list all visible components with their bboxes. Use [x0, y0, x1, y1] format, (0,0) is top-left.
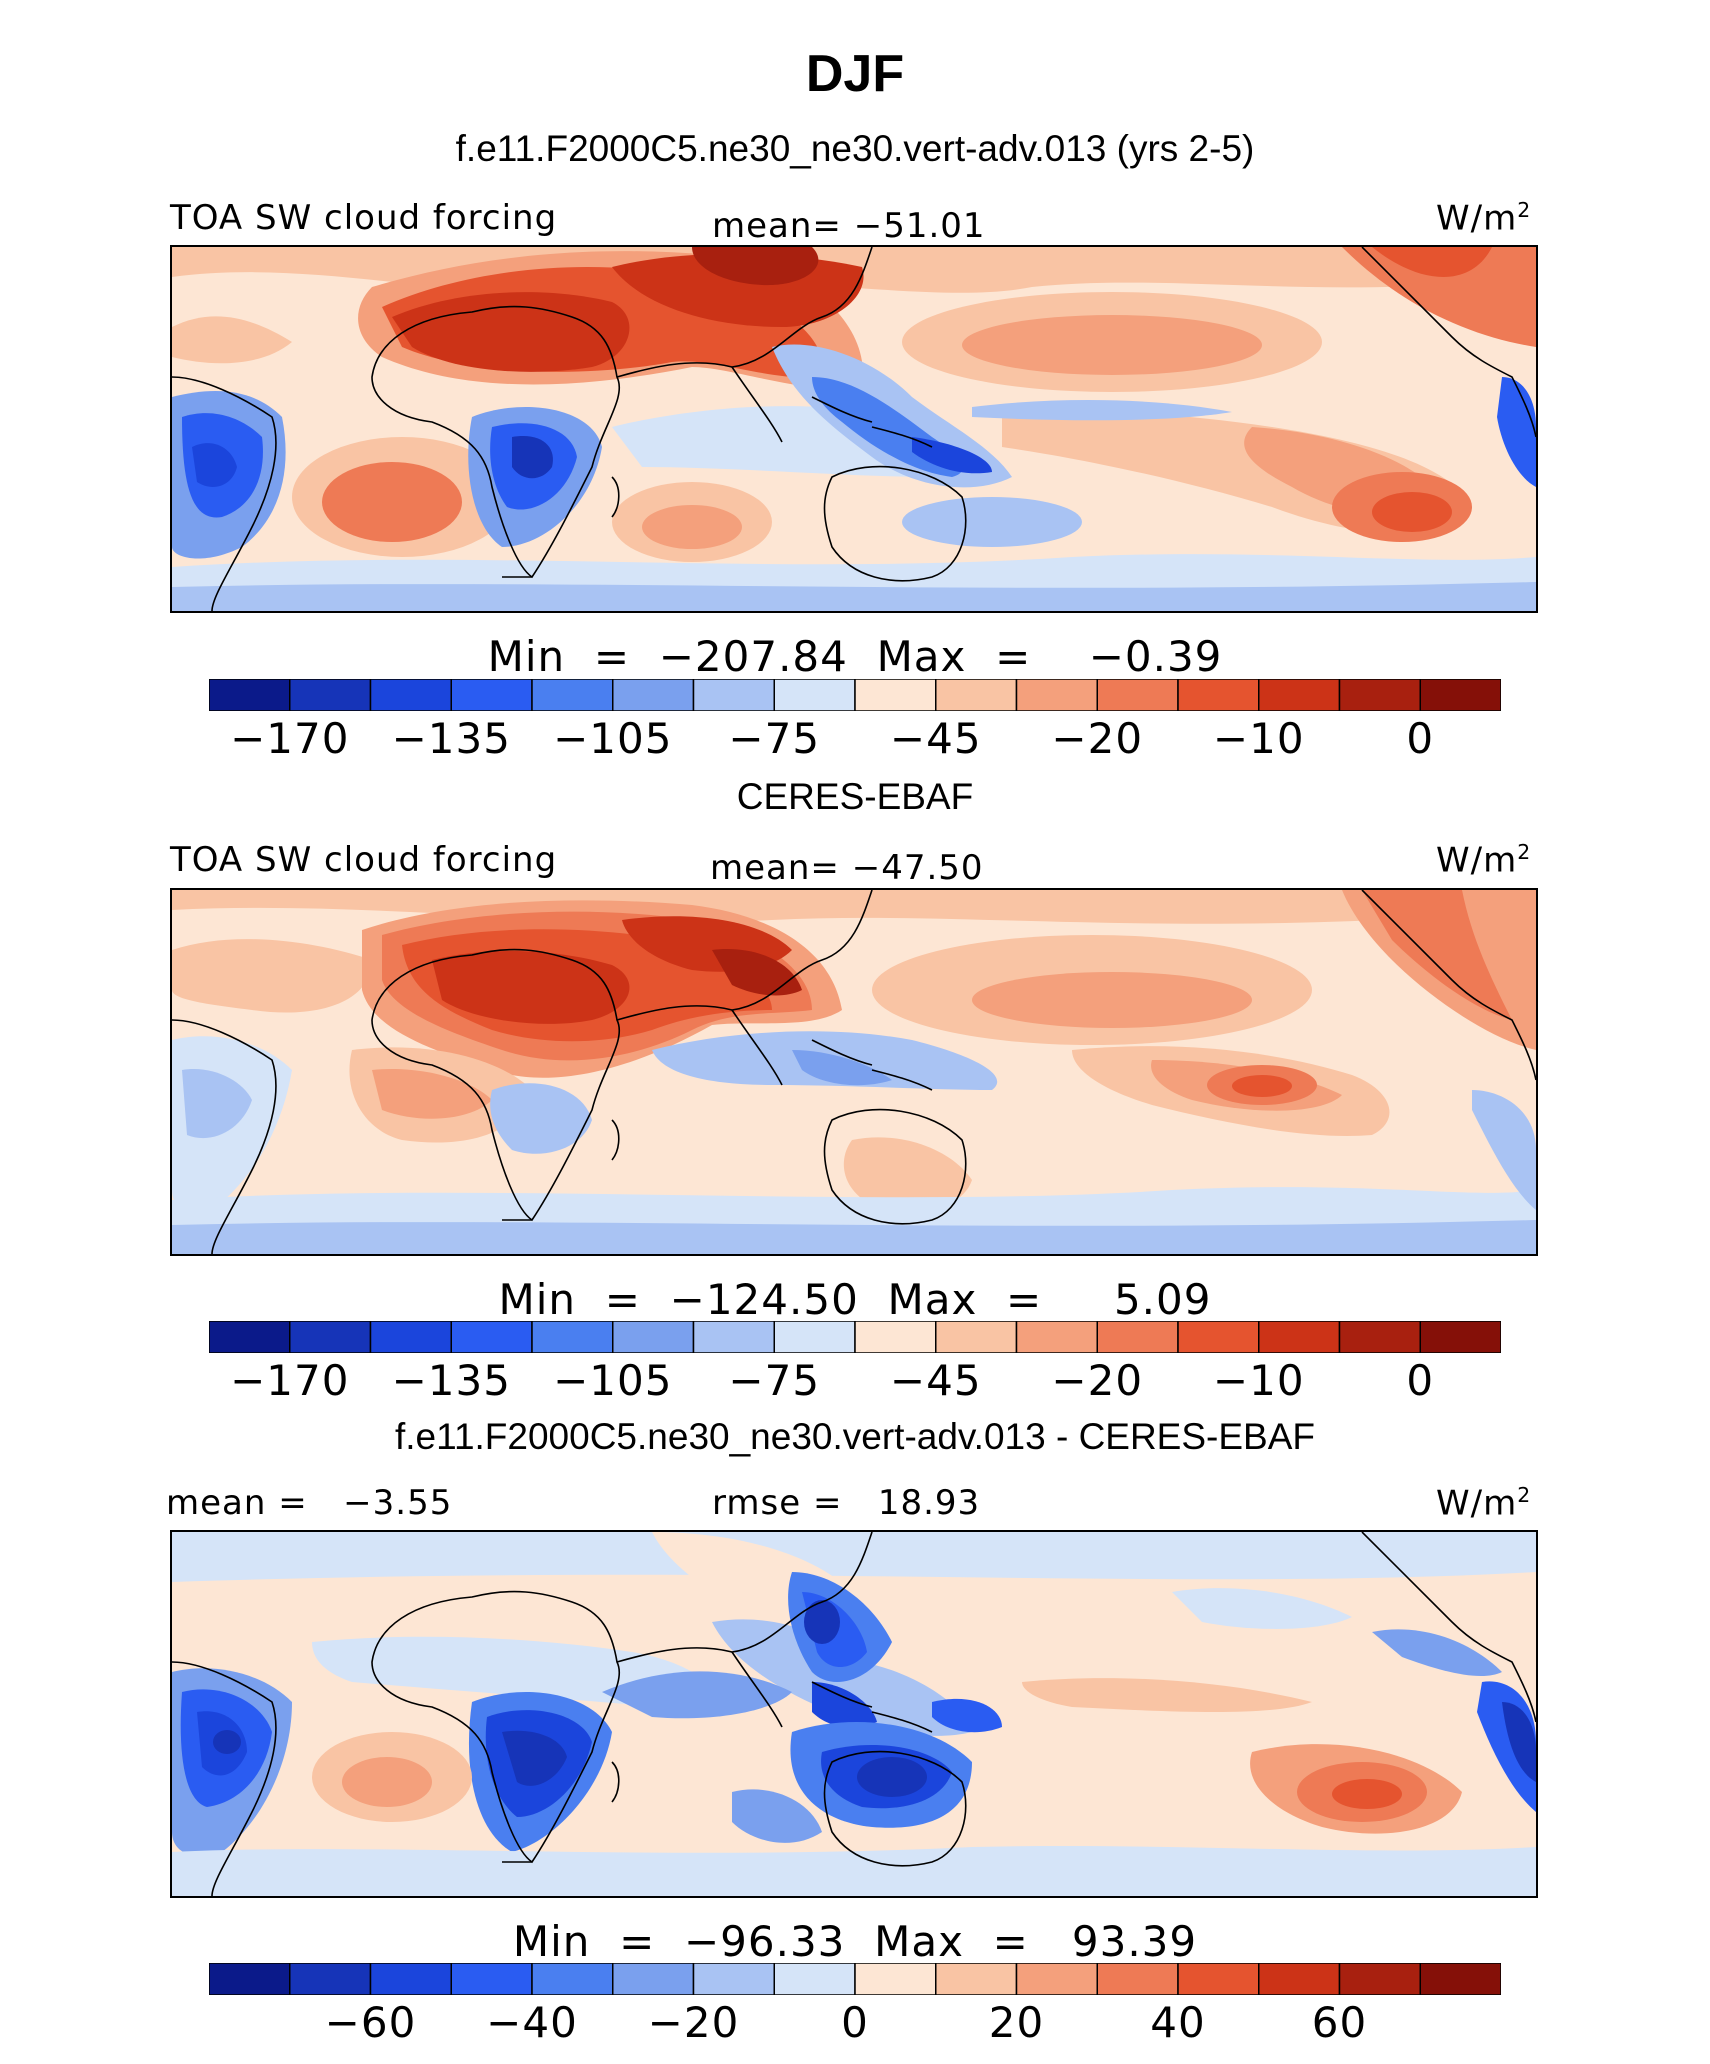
panel-3-colorbar [209, 1963, 1501, 1995]
colorbar-box [1419, 679, 1501, 711]
colorbar-box [450, 1963, 533, 1995]
panel-2-min-max: Min = −124.50 Max = 5.09 [498, 1275, 1212, 1324]
colorbar-tick-label: −75 [728, 1356, 821, 1405]
colorbar-box [209, 679, 291, 711]
panel-1-colorbar [209, 679, 1501, 711]
colorbar-box [531, 1963, 614, 1995]
colorbar-tick-label: −20 [1051, 714, 1144, 763]
panel-3-rmse-label: rmse = 18.93 [712, 1483, 981, 1523]
colorbar-tick-label: −45 [889, 714, 982, 763]
colorbar-tick-label: 0 [1406, 1356, 1435, 1405]
colorbar-tick-label: −10 [1212, 1356, 1305, 1405]
colorbar-tick-label: −10 [1212, 714, 1305, 763]
panel-2-variable-label: TOA SW cloud forcing [170, 840, 558, 880]
colorbar-box [935, 1321, 1018, 1353]
panel-1-colorbar-ticks: −170 −135 −105 −75 −45 −20 −10 0 [0, 714, 1710, 764]
colorbar-tick-label: −105 [553, 714, 673, 763]
colorbar-box [1338, 1963, 1421, 1995]
panel-3-min-max: Min = −96.33 Max = 93.39 [512, 1917, 1198, 1966]
colorbar-box [773, 679, 856, 711]
colorbar-box [854, 679, 937, 711]
colorbar-box [1015, 1321, 1098, 1353]
colorbar-box [369, 1321, 452, 1353]
panel-3-units-label: W/m2 [1436, 1483, 1532, 1524]
colorbar-box [1419, 1963, 1501, 1995]
panel-3-mean-label: mean = −3.55 [166, 1483, 453, 1523]
figure-title: DJF [805, 45, 905, 103]
panel-2-units-label: W/m2 [1436, 840, 1532, 881]
colorbar-box [289, 1321, 372, 1353]
colorbar-tick-label: −40 [486, 1998, 578, 2047]
colorbar-box [289, 679, 372, 711]
colorbar-box [692, 1963, 775, 1995]
colorbar-box [369, 1963, 452, 1995]
panel-2-colorbar-ticks: −170 −135 −105 −75 −45 −20 −10 0 [0, 1356, 1710, 1406]
colorbar-box [531, 679, 614, 711]
panel-1-variable-label: TOA SW cloud forcing [170, 198, 558, 238]
colorbar-box [1015, 679, 1098, 711]
colorbar-tick-label: −20 [1051, 1356, 1144, 1405]
colorbar-tick-label: −170 [230, 1356, 350, 1405]
colorbar-box [1177, 1963, 1260, 1995]
colorbar-tick-label: −20 [647, 1998, 740, 2047]
colorbar-tick-label: −170 [230, 714, 350, 763]
colorbar-box [1177, 1321, 1260, 1353]
panel-2-mean-label: mean= −47.50 [710, 848, 984, 888]
colorbar-box [1096, 1963, 1179, 1995]
colorbar-box [209, 1963, 291, 1995]
panel-3-title: f.e11.F2000C5.ne30_ne30.vert-adv.013 - C… [394, 1416, 1316, 1457]
colorbar-box [1015, 1963, 1098, 1995]
colorbar-box [612, 679, 695, 711]
colorbar-box [854, 1321, 937, 1353]
panel-3-colorbar-ticks: −60 −40 −20 0 20 40 60 [0, 1998, 1710, 2048]
colorbar-box [935, 679, 1018, 711]
colorbar-tick-label: 0 [1406, 714, 1435, 763]
colorbar-box [692, 1321, 775, 1353]
colorbar-box [209, 1321, 291, 1353]
panel-1-mean-label: mean= −51.01 [712, 206, 986, 246]
panel-2-title: CERES-EBAF [736, 776, 974, 817]
colorbar-tick-label: −75 [728, 714, 821, 763]
colorbar-tick-label: 20 [988, 1998, 1045, 2047]
colorbar-box [1338, 679, 1421, 711]
panel-2-map [170, 888, 1538, 1256]
colorbar-box [935, 1963, 1018, 1995]
colorbar-box [369, 679, 452, 711]
colorbar-box [1338, 1321, 1421, 1353]
colorbar-box [1096, 1321, 1179, 1353]
colorbar-box [612, 1321, 695, 1353]
colorbar-tick-label: 40 [1150, 1998, 1206, 2047]
colorbar-box [1096, 679, 1179, 711]
colorbar-box [450, 1321, 533, 1353]
colorbar-tick-label: −60 [324, 1998, 417, 2047]
colorbar-box [531, 1321, 614, 1353]
colorbar-box [773, 1321, 856, 1353]
panel-1-units-label: W/m2 [1436, 198, 1532, 239]
panel-2-colorbar [209, 1321, 1501, 1353]
colorbar-box [692, 679, 775, 711]
colorbar-box [1258, 1963, 1341, 1995]
colorbar-tick-label: −135 [391, 1356, 511, 1405]
colorbar-tick-label: 60 [1311, 1998, 1368, 2047]
colorbar-tick-label: −45 [889, 1356, 982, 1405]
panel-1-title: f.e11.F2000C5.ne30_ne30.vert-adv.013 (yr… [455, 128, 1255, 169]
colorbar-box [854, 1963, 937, 1995]
colorbar-box [289, 1963, 372, 1995]
colorbar-box [1258, 679, 1341, 711]
colorbar-box [773, 1963, 856, 1995]
colorbar-box [612, 1963, 695, 1995]
colorbar-tick-label: −135 [391, 714, 511, 763]
colorbar-box [1419, 1321, 1501, 1353]
colorbar-tick-label: 0 [841, 1998, 869, 2047]
panel-3-map [170, 1530, 1538, 1898]
panel-1-min-max: Min = −207.84 Max = −0.39 [487, 632, 1223, 681]
colorbar-box [1177, 679, 1260, 711]
colorbar-tick-label: −105 [553, 1356, 673, 1405]
colorbar-box [450, 679, 533, 711]
colorbar-box [1258, 1321, 1341, 1353]
panel-1-map [170, 245, 1538, 613]
